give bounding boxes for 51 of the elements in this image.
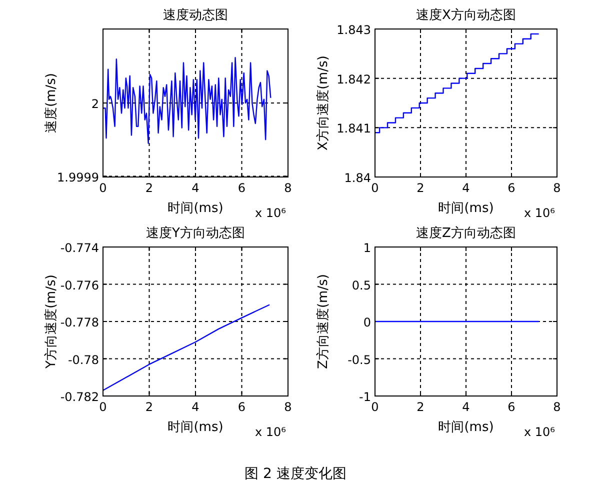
y-axis-title: X方向速度(m/s)	[315, 56, 331, 150]
x-tick-label: 8	[284, 400, 292, 414]
x-axis-title: 时间(ms)	[438, 420, 494, 435]
y-tick-label: -0.5	[348, 352, 371, 367]
x-tick-label: 2	[145, 400, 154, 414]
y-tick-label: -0.782	[60, 390, 99, 404]
y-tick-label: -0.776	[60, 278, 99, 292]
x-tick-label: 8	[553, 400, 561, 414]
y-tick-label: 1	[363, 241, 371, 255]
x-tick-label: 2	[145, 181, 154, 195]
x-axis-title: 时间(ms)	[168, 420, 224, 435]
chart-title: 速度动态图	[163, 7, 228, 23]
x-tick-label: 6	[508, 181, 516, 195]
y-axis-title: Y方向速度(m/s)	[43, 274, 59, 370]
line-series	[102, 56, 272, 144]
y-tick-label: 1.9999	[57, 170, 99, 184]
y-tick-label: -1	[359, 390, 371, 404]
x-tick-label: 8	[284, 181, 292, 195]
y-tick-label: -0.778	[60, 316, 99, 330]
x-tick-label: 4	[192, 400, 200, 414]
x-tick-label: 2	[416, 400, 424, 414]
y-tick-label: 0.5	[352, 278, 371, 292]
x-tick-label: 6	[238, 181, 246, 195]
x-tick-label: 4	[192, 181, 200, 195]
caption: 图 2 速度变化图	[244, 466, 346, 482]
y-axis-title: Z方向速度(m/s)	[315, 274, 331, 369]
text: x 10⁶	[524, 425, 556, 439]
chart-title: 速度Z方向动态图	[416, 225, 516, 241]
y-tick-label: 1.84	[344, 171, 371, 185]
x-tick-label: 8	[553, 181, 561, 195]
x-tick-label: 2	[416, 181, 424, 195]
x-tick-label: 4	[462, 400, 470, 414]
chart-title: 速度Y方向动态图	[146, 225, 245, 241]
x-tick-label: 6	[508, 400, 516, 414]
x-tick-label: 4	[462, 181, 470, 195]
y-tick-label: 2	[91, 97, 99, 111]
y-tick-label: 1.843	[336, 23, 371, 37]
y-tick-label: 0	[363, 316, 371, 330]
y-tick-label: -0.78	[68, 352, 99, 367]
y-tick-label: 1.841	[336, 122, 371, 136]
text: x 10⁶	[255, 206, 286, 220]
x-axis-title: 时间(ms)	[168, 201, 224, 216]
line-series	[102, 304, 270, 392]
x-axis-title: 时间(ms)	[438, 201, 494, 216]
chart-title: 速度X方向动态图	[416, 7, 516, 23]
y-axis-title: 速度(m/s)	[43, 73, 59, 133]
y-tick-label: 1.842	[336, 72, 371, 86]
text: x 10⁶	[255, 425, 286, 439]
text: x 10⁶	[524, 206, 556, 220]
x-tick-label: 6	[238, 400, 246, 414]
y-tick-label: -0.774	[60, 241, 99, 255]
